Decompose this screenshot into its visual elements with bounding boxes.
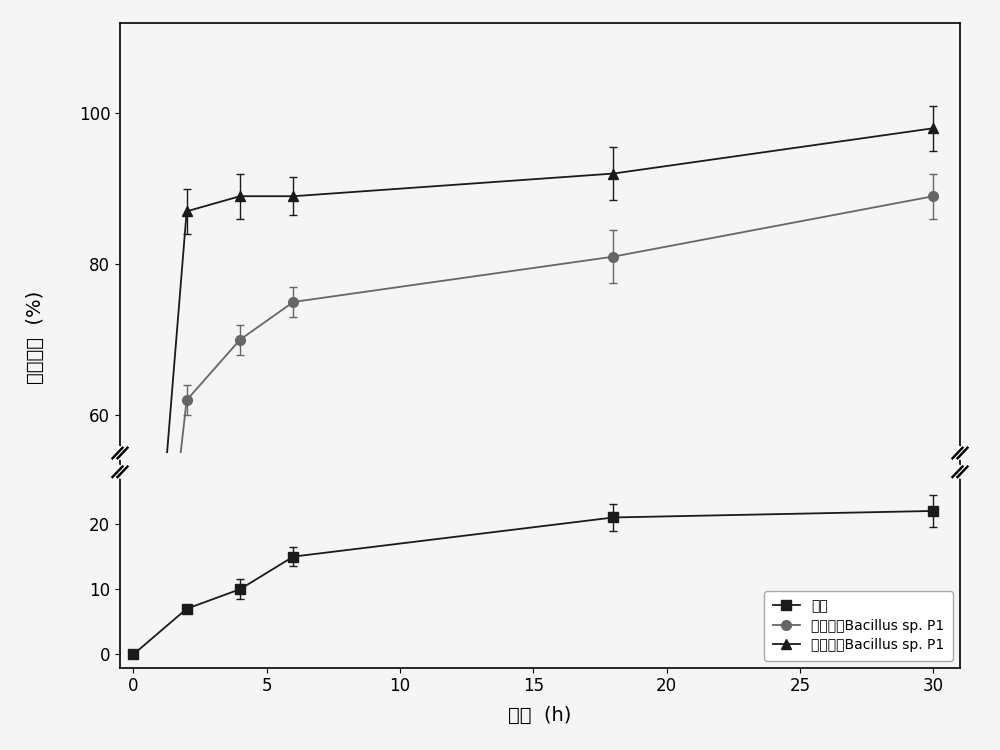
Legend: 空白, 固定化前Bacillus sp. P1, 固定化后Bacillus sp. P1: 空白, 固定化前Bacillus sp. P1, 固定化后Bacillus sp…: [764, 591, 953, 661]
Text: 菲降解率  (%): 菲降解率 (%): [26, 291, 44, 384]
X-axis label: 时间  (h): 时间 (h): [508, 706, 572, 725]
